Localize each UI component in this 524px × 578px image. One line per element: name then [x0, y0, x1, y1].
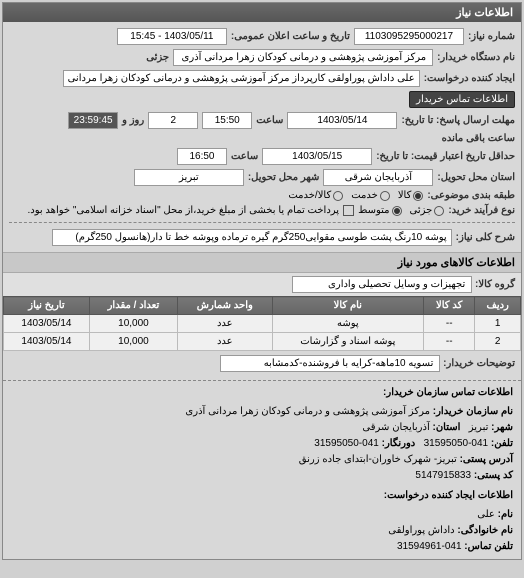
c-fax-label: دورنگار:	[382, 438, 416, 449]
c-city-label: شهر:	[491, 422, 513, 433]
creator-value: علی داداش پوراولقی کارپرداز مرکز آموزشی …	[63, 70, 420, 87]
col-code: کد کالا	[424, 297, 475, 315]
buyer-org-label: نام دستگاه خریدار:	[437, 52, 515, 63]
send-until-label: مهلت ارسال پاسخ: تا تاریخ:	[401, 115, 515, 126]
radio-goods-label: کالا	[398, 190, 412, 201]
city-label: شهر محل تحویل:	[248, 172, 320, 183]
c-phone: 041-31595050	[424, 438, 489, 449]
col-date: تاریخ نیاز	[4, 297, 90, 315]
c-addr: تبریز- شهرک خاوران-ابتدای جاده زرنق	[299, 454, 457, 465]
group-label: گروه کالا:	[475, 279, 515, 290]
separator	[9, 222, 515, 223]
purchase-radio-group: جزئی متوسط	[358, 205, 444, 216]
info-panel: اطلاعات نیاز شماره نیاز: 110309529500021…	[2, 2, 522, 560]
treasury-checkbox[interactable]	[343, 205, 354, 216]
cr-lname: داداش پوراولقی	[388, 525, 454, 536]
city-value: تبریز	[134, 169, 244, 186]
c-phone-label: تلفن:	[491, 438, 513, 449]
c-postal-label: کد پستی:	[474, 470, 513, 481]
overview-text: پوشه 10رنگ پشت طوسی مقوایی250گرم گیره تر…	[52, 229, 452, 246]
contact-block: نام سازمان خریدار: مرکز آموزشی پژوهشی و …	[3, 400, 521, 488]
purchase-type-label: نوع فرآیند خرید:	[448, 205, 515, 216]
cr-phone: 041-31594961	[397, 541, 462, 552]
send-date: 1403/05/14	[287, 112, 397, 129]
radio-medium-label: متوسط	[358, 205, 389, 216]
creator-block: نام: علی نام خانوادگی: داداش پوراولقی تل…	[3, 503, 521, 559]
cr-fname: علی	[477, 509, 495, 520]
announce-value: 1403/05/11 - 15:45	[117, 28, 227, 45]
radio-goods[interactable]	[413, 191, 423, 201]
creator-label: ایجاد کننده درخواست:	[424, 73, 515, 84]
sub-org-label: جزئی	[146, 52, 169, 63]
table-row: 2 -- پوشه اسناد و گزارشات عدد 10,000 140…	[4, 333, 521, 351]
cell: 2	[475, 333, 521, 351]
col-name: نام کالا	[272, 297, 423, 315]
cell: 1403/05/14	[4, 333, 90, 351]
req-no-label: شماره نیاز:	[468, 31, 515, 42]
buyer-org-value: مرکز آموزشی پژوهشی و درمانی کودکان زهرا …	[173, 49, 433, 66]
creator-section-title: اطلاعات ایجاد کننده درخواست:	[3, 488, 521, 503]
cell: --	[424, 315, 475, 333]
goods-table: ردیف کد کالا نام کالا واحد شمارش تعداد /…	[3, 296, 521, 351]
c-org-label: نام سازمان خریدار:	[433, 406, 513, 417]
radio-small[interactable]	[434, 206, 444, 216]
c-city: تبریز	[469, 422, 489, 433]
contact-buyer-button[interactable]: اطلاعات تماس خریدار	[409, 91, 515, 108]
col-unit: واحد شمارش	[178, 297, 273, 315]
valid-until-label: حداقل تاریخ اعتبار قیمت: تا تاریخ:	[376, 151, 515, 162]
buyer-note-text: تسویه 10ماهه-کرایه با فروشنده-کدمشابه	[220, 355, 440, 372]
cell: 10,000	[89, 333, 177, 351]
valid-time: 16:50	[177, 148, 227, 165]
cat-label: طبقه بندی موضوعی:	[427, 190, 515, 201]
contact-section-title: اطلاعات تماس سازمان خریدار:	[3, 385, 521, 400]
c-org: مرکز آموزشی پژوهشی و درمانی کودکان زهرا …	[185, 406, 430, 417]
overview-label: شرح کلی نیاز:	[456, 232, 515, 243]
buyer-note-label: توضیحات خریدار:	[443, 358, 515, 369]
cell: 1403/05/14	[4, 315, 90, 333]
valid-time-label: ساعت	[231, 151, 258, 162]
announce-label: تاریخ و ساعت اعلان عمومی:	[231, 31, 350, 42]
table-header-row: ردیف کد کالا نام کالا واحد شمارش تعداد /…	[4, 297, 521, 315]
col-qty: تعداد / مقدار	[89, 297, 177, 315]
treasury-note: پرداخت تمام یا بخشی از مبلغ خرید،از محل …	[27, 205, 339, 216]
c-province: آذربایجان شرقی	[362, 422, 429, 433]
separator-2	[3, 380, 521, 381]
cell: عدد	[178, 315, 273, 333]
col-row: ردیف	[475, 297, 521, 315]
cell: پوشه	[272, 315, 423, 333]
cr-fname-label: نام:	[498, 509, 513, 520]
radio-medium[interactable]	[392, 206, 402, 216]
cell: پوشه اسناد و گزارشات	[272, 333, 423, 351]
send-time: 15:50	[202, 112, 252, 129]
radio-service-label: خدمت	[351, 190, 378, 201]
table-row: 1 -- پوشه عدد 10,000 1403/05/14	[4, 315, 521, 333]
panel-title: اطلاعات نیاز	[3, 3, 521, 22]
cr-phone-label: تلفن تماس:	[464, 541, 513, 552]
cell: عدد	[178, 333, 273, 351]
radio-service[interactable]	[380, 191, 390, 201]
province-label: استان محل تحویل:	[437, 172, 515, 183]
valid-date: 1403/05/15	[262, 148, 372, 165]
cell: --	[424, 333, 475, 351]
req-no-value: 1103095295000217	[354, 28, 464, 45]
category-radio-group: کالا خدمت کالا/خدمت	[288, 190, 423, 201]
radio-small-label: جزئی	[410, 205, 433, 216]
radio-goods-service-label: کالا/خدمت	[288, 190, 331, 201]
c-postal: 5147915833	[415, 470, 471, 481]
cell: 10,000	[89, 315, 177, 333]
radio-goods-service[interactable]	[333, 191, 343, 201]
cr-lname-label: نام خانوادگی:	[457, 525, 513, 536]
group-value: تجهیزات و وسایل تحصیلی واداری	[292, 276, 472, 293]
remain-time: 23:59:45	[68, 112, 118, 129]
remain-suffix: ساعت باقی مانده	[442, 133, 515, 144]
cell: 1	[475, 315, 521, 333]
remain-days: 2	[148, 112, 198, 129]
c-fax: 041-31595050	[314, 438, 379, 449]
send-time-label: ساعت	[256, 115, 283, 126]
goods-section-title: اطلاعات کالاهای مورد نیاز	[3, 252, 521, 273]
c-addr-label: آدرس پستی:	[460, 454, 513, 465]
c-province-label: استان:	[433, 422, 461, 433]
remain-day-label: روز و	[122, 115, 144, 126]
province-value: آذربایجان شرقی	[323, 169, 433, 186]
